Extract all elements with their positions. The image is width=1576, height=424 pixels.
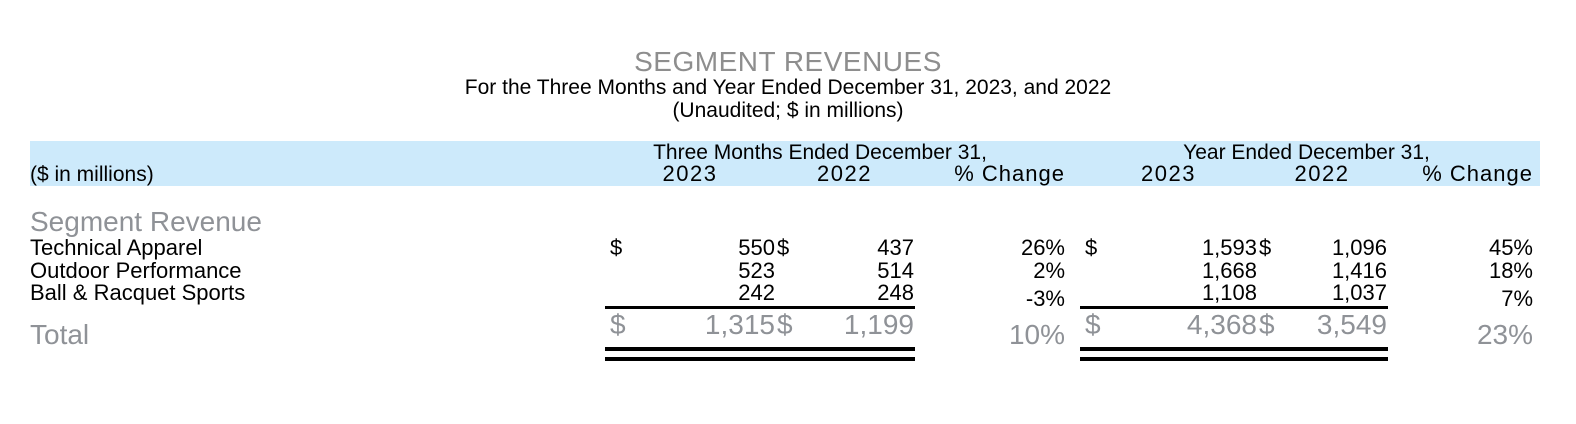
tm-pct-change-value: 2% xyxy=(1033,258,1065,283)
header-tm-pct-change: % Change xyxy=(954,161,1065,186)
total-tm-2022-value: 1,199 xyxy=(843,309,914,340)
yr-2023-value: 1,593 xyxy=(1201,235,1257,260)
table-row: Ball & Racquet Sports 242 248 -3% 1,108 … xyxy=(30,280,1540,311)
segment-revenue-table: Three Months Ended December 31, Year End… xyxy=(30,0,1540,424)
currency-symbol: $ xyxy=(610,235,623,260)
yr-2022-value: 1,416 xyxy=(1331,258,1387,283)
yr-2023-value: 1,108 xyxy=(1201,280,1257,305)
row-label: Ball & Racquet Sports xyxy=(30,280,246,305)
tm-2023-value: 523 xyxy=(738,258,775,283)
currency-symbol: $ xyxy=(1259,235,1272,260)
total-row: Total $ 1,315 $ 1,199 10% $ 4,368 $ 3,54… xyxy=(30,309,1540,350)
currency-symbol: $ xyxy=(777,309,793,340)
header-column-row: ($ in millions) 2023 2022 % Change 2023 … xyxy=(30,162,1540,187)
header-yr-2022: 2022 xyxy=(1294,161,1350,186)
tm-2022-value: 514 xyxy=(877,258,914,283)
currency-symbol: $ xyxy=(610,309,626,340)
table-row: Technical Apparel $ 550 $ 437 26% $ 1,59… xyxy=(30,236,1540,260)
section-heading: Segment Revenue xyxy=(30,206,262,237)
document-subtitle-period: For the Three Months and Year Ended Dece… xyxy=(464,76,1112,99)
currency-symbol: $ xyxy=(1259,309,1275,340)
header-year-group: Year Ended December 31, xyxy=(1183,141,1430,164)
table-header-band: Three Months Ended December 31, Year End… xyxy=(30,141,1540,186)
header-tm-2023: 2023 xyxy=(662,161,718,186)
tm-2022-value: 437 xyxy=(877,235,914,260)
yr-2023-value: 1,668 xyxy=(1201,258,1257,283)
tm-pct-change-value: -3% xyxy=(1025,286,1065,311)
yr-2022-value: 1,096 xyxy=(1331,235,1387,260)
tm-2023-value: 242 xyxy=(738,280,775,305)
header-three-months-group: Three Months Ended December 31, xyxy=(653,141,987,164)
total-label: Total xyxy=(30,319,90,350)
total-yr-2023-value: 4,368 xyxy=(1186,309,1257,340)
total-double-rule-three-months xyxy=(605,347,915,361)
yr-pct-change-value: 18% xyxy=(1488,258,1533,283)
yr-2022-value: 1,037 xyxy=(1331,280,1387,305)
header-yr-2023: 2023 xyxy=(1141,161,1196,186)
yr-pct-change-value: 7% xyxy=(1501,286,1533,311)
total-tm-pct-change-value: 10% xyxy=(1008,319,1065,350)
tm-2022-value: 248 xyxy=(877,280,914,305)
total-yr-pct-change-value: 23% xyxy=(1476,319,1533,350)
tm-pct-change-value: 26% xyxy=(1020,235,1065,260)
row-label: Outdoor Performance xyxy=(30,258,242,283)
document-subtitle-unaudited: (Unaudited; $ in millions) xyxy=(672,99,904,122)
header-yr-pct-change: % Change xyxy=(1422,161,1533,186)
currency-symbol: $ xyxy=(777,235,790,260)
total-yr-2022-value: 3,549 xyxy=(1316,309,1387,340)
row-label: Technical Apparel xyxy=(30,235,203,260)
subtotal-rule-year xyxy=(1080,306,1388,309)
header-group-row: Three Months Ended December 31, Year End… xyxy=(30,142,1540,164)
total-tm-2023-value: 1,315 xyxy=(704,309,775,340)
yr-pct-change-value: 45% xyxy=(1488,235,1533,260)
tm-2023-value: 550 xyxy=(738,235,775,260)
header-tm-2022: 2022 xyxy=(817,161,872,186)
units-label: ($ in millions) xyxy=(30,163,154,186)
subtotal-rule-three-months xyxy=(605,306,915,309)
table-row: Outdoor Performance 523 514 2% 1,668 1,4… xyxy=(30,259,1540,283)
currency-symbol: $ xyxy=(1085,309,1101,340)
total-double-rule-year xyxy=(1080,347,1388,361)
currency-symbol: $ xyxy=(1085,235,1098,260)
document-title: SEGMENT REVENUES xyxy=(634,46,942,77)
